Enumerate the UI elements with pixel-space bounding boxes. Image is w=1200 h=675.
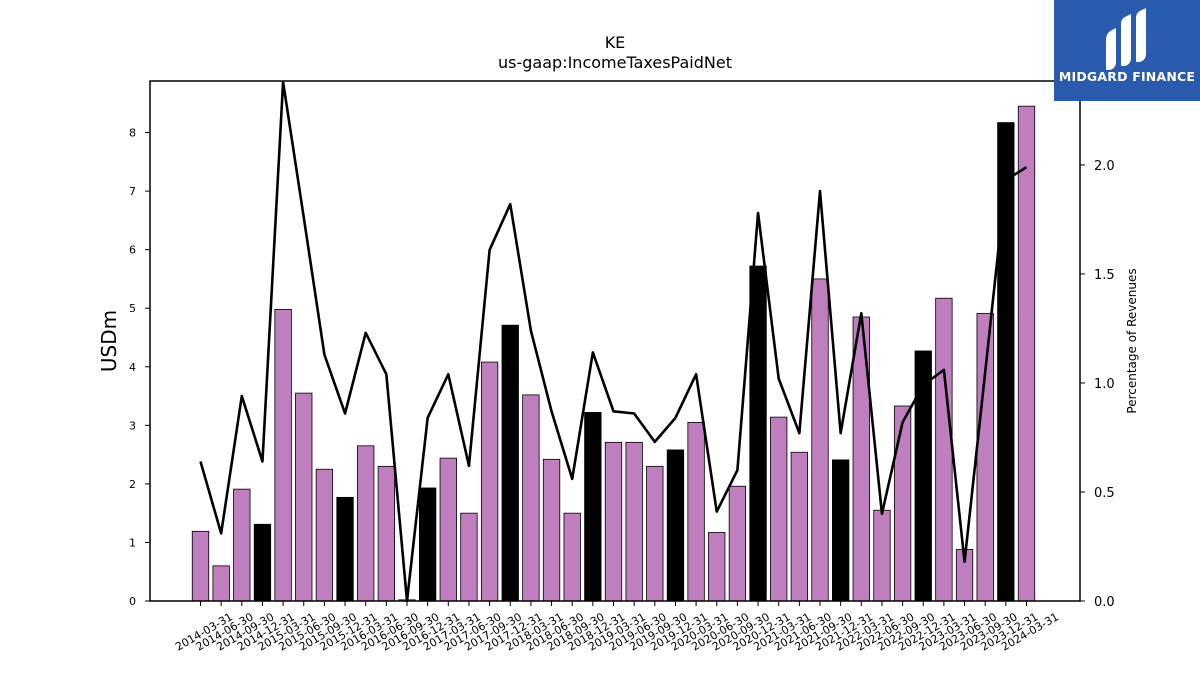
logo: MIDGARD FINANCE	[1054, 0, 1200, 101]
y2-tick-label-1.0: 1.0	[1094, 377, 1115, 392]
bar-2014-06-30	[212, 565, 230, 602]
bar-2021-06-30	[790, 451, 808, 602]
bar-2014-12-31	[253, 523, 272, 602]
y-axis-left: 0 1 2 3 4 5 6 7 8	[129, 127, 150, 608]
bar-2021-03-31	[770, 416, 788, 602]
bar-2018-06-30	[542, 458, 561, 602]
y-tick-label-0: 0	[129, 595, 136, 608]
bar-2018-09-30	[563, 512, 581, 602]
bar-2015-03-31	[274, 308, 292, 602]
y-axis-right: 0.0 0.5 1.0 1.5 2.0	[1080, 159, 1115, 610]
bar-2024-03-31	[1017, 105, 1036, 602]
x-axis: 2014-03-312014-06-302014-09-302014-12-31…	[173, 601, 1061, 654]
bar-2018-12-31	[584, 412, 602, 602]
bar-2019-03-31	[604, 441, 623, 602]
chart-title: KE	[605, 33, 626, 52]
bar-2016-12-31	[418, 487, 437, 602]
bar-2019-09-30	[646, 465, 664, 602]
bar-2019-12-31	[666, 449, 685, 602]
bar-2023-09-30	[976, 313, 994, 602]
bar-2015-12-31	[336, 496, 354, 602]
bar-2018-03-31	[522, 394, 540, 602]
bar-2020-03-31	[687, 421, 705, 602]
bar-2014-09-30	[233, 488, 251, 602]
bar-2015-09-30	[315, 468, 334, 602]
bar-2019-06-30	[625, 441, 643, 602]
plot-frame	[149, 80, 1081, 602]
bar-2020-12-31	[749, 265, 767, 602]
y2-tick-label-2.0: 2.0	[1094, 159, 1115, 174]
bar-2021-12-31	[832, 459, 850, 602]
line-series	[199, 80, 1028, 603]
y-axis-label: USDm	[97, 310, 121, 372]
pct-revenue-line	[199, 80, 1028, 603]
logo-mark-icon	[1106, 8, 1146, 70]
bar-2016-03-31	[357, 445, 375, 602]
bar-2021-09-30	[811, 278, 829, 602]
y2-axis-label: Percentage of Revenues	[1125, 268, 1139, 413]
y2-tick-label-0.0: 0.0	[1094, 595, 1115, 610]
y-tick-label-8: 8	[129, 127, 136, 140]
y-tick-label-6: 6	[129, 244, 136, 257]
y2-tick-label-1.5: 1.5	[1094, 268, 1115, 283]
y-tick-label-7: 7	[129, 185, 136, 198]
bar-2023-03-31	[935, 297, 953, 602]
bar-2017-06-30	[460, 512, 478, 602]
chart-subtitle: us-gaap:IncomeTaxesPaidNet	[498, 53, 732, 72]
y2-tick-label-0.5: 0.5	[1094, 486, 1115, 501]
bar-2022-12-31	[914, 350, 932, 602]
bar-2014-03-31	[191, 530, 210, 602]
bar-2015-06-30	[295, 392, 313, 602]
y-tick-label-1: 1	[129, 536, 136, 549]
bar-2023-12-31	[997, 122, 1015, 602]
y-tick-label-2: 2	[129, 478, 136, 491]
y-tick-label-3: 3	[129, 419, 136, 432]
bar-2022-06-30	[873, 509, 891, 602]
bar-2016-06-30	[377, 465, 396, 602]
y-tick-label-4: 4	[129, 361, 136, 374]
bar-2017-12-31	[501, 324, 519, 602]
bar-series	[191, 105, 1036, 602]
bar-2022-09-30	[893, 405, 912, 602]
bar-2017-09-30	[480, 361, 499, 602]
y-tick-label-5: 5	[129, 302, 136, 315]
bar-2020-09-30	[728, 485, 747, 602]
bar-2020-06-30	[708, 532, 726, 602]
bar-2017-03-31	[439, 457, 457, 602]
logo-text: MIDGARD FINANCE	[1059, 69, 1195, 84]
